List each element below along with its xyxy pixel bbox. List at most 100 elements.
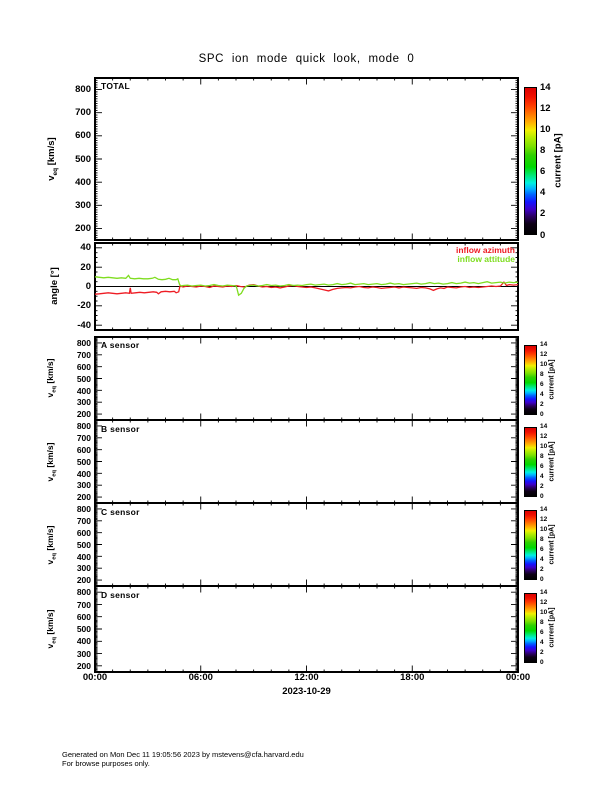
- colorbar-tick-label: 12: [540, 351, 548, 358]
- colorbar-tick-label: 10: [540, 526, 548, 533]
- colorbar-tick-label: 8: [540, 371, 544, 378]
- plot-title: SPC ion mode quick look, mode 0: [198, 53, 415, 65]
- ylabel-units: [km/s]: [45, 358, 55, 386]
- y-tick-label: 800: [76, 587, 91, 598]
- panel-label-c-sensor: C sensor: [101, 507, 140, 517]
- colorbar-gradient: [524, 345, 537, 415]
- colorbar-gradient: [524, 87, 537, 235]
- colorbar-tick-label: 14: [540, 506, 548, 513]
- colorbar-tick-label: 0: [540, 493, 544, 500]
- x-tick-label: 18:00: [400, 672, 425, 683]
- y-tick-label: 300: [76, 397, 91, 408]
- colorbar-tick-label: 10: [540, 609, 548, 616]
- colorbar-tick-label: 2: [540, 483, 544, 490]
- colorbar-tick-label: 14: [540, 423, 548, 430]
- colorbar-tick-label: 0: [540, 411, 544, 418]
- colorbar-tick-label: 6: [540, 629, 544, 636]
- colorbar-tick-label: 6: [540, 463, 544, 470]
- y-tick-label: 600: [76, 444, 91, 455]
- colorbar-tick-label: 8: [540, 144, 546, 156]
- y-tick-label: 300: [75, 199, 91, 211]
- y-tick-label: 700: [76, 515, 91, 526]
- colorbar-tick-label: 4: [540, 639, 544, 646]
- colorbar-tick-label: 8: [540, 619, 544, 626]
- y-tick-label: 700: [76, 432, 91, 443]
- y-tick-label: 500: [76, 373, 91, 384]
- ylabel-subscript: eq: [51, 167, 59, 176]
- colorbar-gradient: [524, 427, 537, 497]
- colorbar-tick-label: 2: [540, 566, 544, 573]
- colorbar-tick-label: 0: [540, 659, 544, 666]
- y-tick-label: 300: [76, 563, 91, 574]
- y-tick-label: 200: [75, 222, 91, 234]
- colorbar-tick-label: 6: [540, 166, 546, 178]
- colorbar-tick-label: 2: [540, 649, 544, 656]
- y-tick-label: 600: [75, 130, 91, 142]
- x-tick-label: 00:00: [505, 672, 531, 683]
- y-tick-label: 800: [76, 504, 91, 515]
- y-tick-label: 200: [76, 492, 91, 503]
- colorbar-tick-label: 6: [540, 381, 544, 388]
- series-inflow-azimuth: [94, 281, 519, 295]
- colorbar-tick-label: 10: [540, 361, 548, 368]
- panel-label-b-sensor: B sensor: [101, 424, 140, 434]
- colorbar-gradient: [524, 593, 537, 663]
- footer-generated-line: Generated on Mon Dec 11 19:05:56 2023 by…: [62, 750, 304, 759]
- colorbar-tick-label: 12: [540, 599, 548, 606]
- colorbar-tick-label: 2: [540, 208, 546, 220]
- colorbar-tick-label: 4: [540, 473, 544, 480]
- y-tick-label: 200: [76, 575, 91, 586]
- y-tick-label: 800: [76, 338, 91, 349]
- y-axis-label-d-sensor: veq [km/s]: [44, 569, 58, 689]
- y-tick-label: 600: [76, 611, 91, 622]
- ylabel-units: [km/s]: [45, 442, 55, 470]
- y-tick-label: 500: [76, 456, 91, 467]
- x-tick-label: 12:00: [294, 672, 319, 683]
- colorbar-tick-label: 14: [540, 589, 548, 596]
- ylabel-text: v: [45, 476, 55, 482]
- ylabel-text: v: [45, 392, 55, 398]
- y-tick-label: 700: [76, 599, 91, 610]
- ylabel-text: v: [45, 643, 55, 649]
- ylabel-text: v: [45, 559, 55, 565]
- y-tick-label: 500: [75, 153, 91, 165]
- colorbar-tick-label: 4: [540, 187, 546, 199]
- y-tick-label: 600: [76, 527, 91, 538]
- x-axis-date-label: 2023-10-29: [282, 686, 331, 697]
- y-tick-label: 300: [76, 648, 91, 659]
- y-tick-label: 200: [76, 661, 91, 672]
- colorbar-tick-label: 10: [540, 443, 548, 450]
- colorbar-tick-label: 0: [540, 229, 546, 241]
- colorbar-tick-label: 0: [540, 576, 544, 583]
- colorbar-tick-label: 12: [540, 433, 548, 440]
- y-tick-label: 600: [76, 361, 91, 372]
- colorbar-tick-label: 14: [540, 81, 551, 93]
- panel-label-d-sensor: D sensor: [101, 590, 140, 600]
- y-tick-label: 800: [76, 421, 91, 432]
- y-tick-label: 300: [76, 480, 91, 491]
- y-tick-label: 700: [75, 107, 91, 119]
- legend-inflow-azimuth: inflow azimuth: [455, 245, 515, 255]
- colorbar-tick-label: 12: [540, 516, 548, 523]
- colorbar-tick-label: 4: [540, 556, 544, 563]
- ylabel-units: [km/s]: [45, 609, 55, 637]
- y-tick-label: 400: [76, 636, 91, 647]
- y-tick-label: 700: [76, 349, 91, 360]
- ylabel-units: [km/s]: [45, 525, 55, 553]
- colorbar-tick-label: 4: [540, 391, 544, 398]
- y-tick-label: 400: [76, 468, 91, 479]
- y-tick-label: 500: [76, 624, 91, 635]
- y-tick-label: 500: [76, 539, 91, 550]
- y-tick-label: -20: [77, 300, 91, 312]
- footer-browse-line: For browse purposes only.: [62, 759, 150, 768]
- legend-inflow-attitude: inflow attitude: [457, 254, 515, 264]
- y-tick-label: 200: [76, 409, 91, 420]
- y-tick-label: 400: [76, 385, 91, 396]
- y-tick-label: 400: [75, 176, 91, 188]
- y-tick-label: -40: [77, 319, 91, 331]
- y-tick-label: 800: [75, 84, 91, 96]
- y-tick-label: 0: [85, 281, 91, 292]
- y-tick-label: 40: [80, 242, 91, 254]
